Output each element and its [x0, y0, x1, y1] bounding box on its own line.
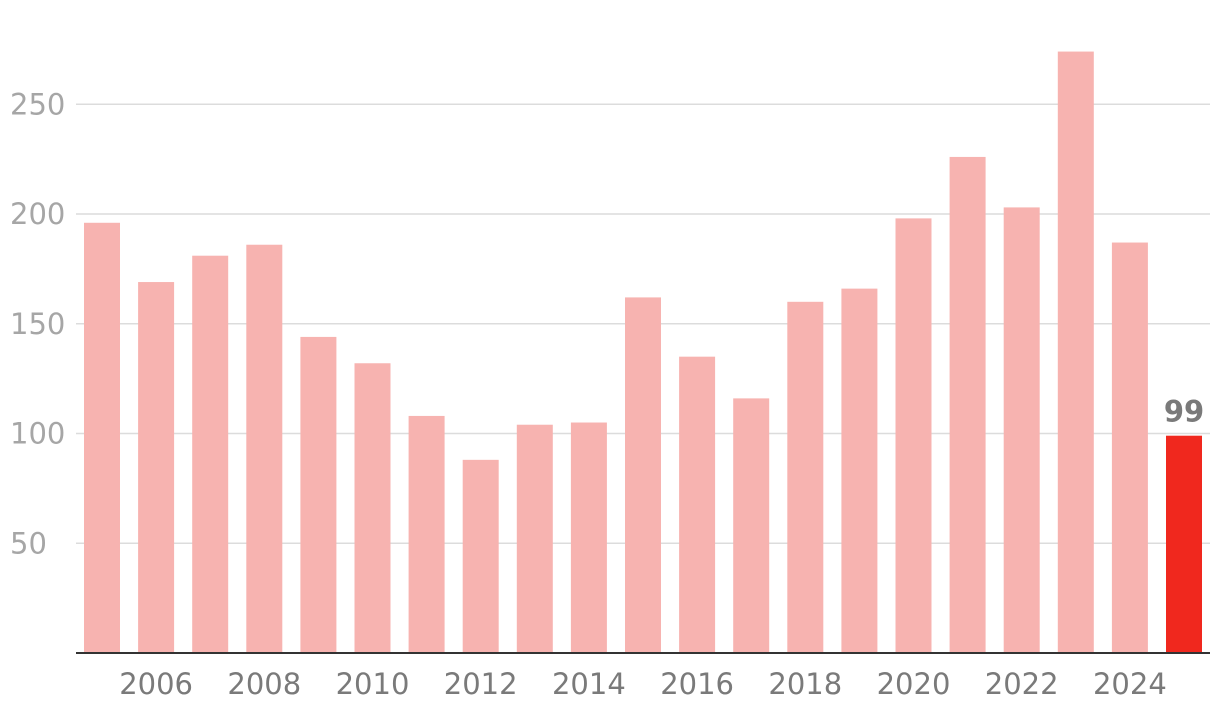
x-axis-tick-labels: 2006 2008 2010 2012 2014 2016 2018 2020 2022 2024: [119, 667, 1167, 701]
bars: [84, 51, 1202, 654]
bar-2025: [1166, 435, 1202, 653]
bar-2014: [570, 422, 607, 653]
x-tick-label: 2010: [336, 667, 410, 701]
x-tick-label: 2014: [552, 667, 626, 701]
data-label: 99: [1164, 395, 1204, 429]
y-tick-label: 50: [10, 526, 47, 560]
bar-2009: [300, 336, 337, 653]
bar-2011: [408, 415, 445, 653]
bar-2021: [949, 156, 986, 653]
bar-2013: [516, 424, 553, 653]
x-tick-label: 2012: [444, 667, 518, 701]
x-tick-label: 2020: [877, 667, 951, 701]
bar-2023: [1057, 51, 1094, 653]
x-tick-label: 2006: [119, 667, 193, 701]
x-tick-label: 2008: [227, 667, 301, 701]
x-tick-label: 2022: [985, 667, 1059, 701]
x-tick-label: 2024: [1093, 667, 1167, 701]
bar-2016: [679, 356, 716, 653]
bar-2010: [354, 363, 391, 653]
y-tick-label: 150: [10, 307, 65, 341]
bar-2015: [625, 297, 661, 653]
bar-2006: [138, 282, 175, 653]
data-labels: 99: [1164, 395, 1204, 429]
bar-2024: [1111, 242, 1148, 653]
bar-2018: [787, 301, 824, 653]
x-tick-label: 2016: [660, 667, 734, 701]
bar-2020: [895, 218, 932, 653]
y-axis-tick-labels: 50 100 150 200 250: [10, 87, 65, 560]
x-tick-label: 2018: [768, 667, 842, 701]
bar-2019: [841, 288, 878, 653]
y-tick-label: 100: [10, 417, 65, 451]
bar-2017: [733, 398, 770, 653]
bar-2012: [462, 459, 499, 653]
y-tick-label: 200: [10, 197, 65, 231]
bar-2022: [1003, 207, 1040, 654]
bar-2007: [192, 255, 229, 653]
y-tick-label: 250: [10, 87, 65, 121]
bar-2008: [246, 244, 283, 654]
bar-2005: [84, 222, 120, 653]
